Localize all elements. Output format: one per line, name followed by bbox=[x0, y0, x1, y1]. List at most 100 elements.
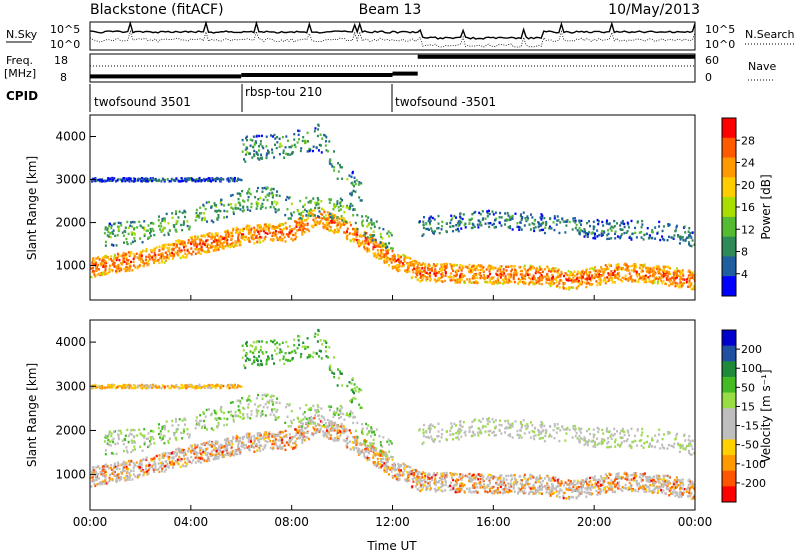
power-range-gate bbox=[128, 253, 131, 256]
velocity-range-gate bbox=[481, 475, 484, 478]
power-range-gate bbox=[228, 179, 231, 183]
power-range-gate bbox=[349, 239, 352, 242]
power-range-gate bbox=[539, 267, 542, 271]
power-range-gate bbox=[102, 259, 105, 262]
power-range-gate bbox=[689, 234, 692, 238]
power-range-gate bbox=[280, 233, 283, 236]
power-range-gate bbox=[646, 226, 649, 230]
power-range-gate bbox=[576, 271, 579, 275]
power-range-gate bbox=[688, 280, 691, 283]
power-range-gate bbox=[185, 255, 188, 259]
power-range-gate bbox=[276, 135, 279, 139]
velocity-range-gate bbox=[499, 477, 502, 480]
power-range-gate bbox=[337, 230, 340, 234]
power-range-gate bbox=[176, 252, 179, 255]
power-range-gate bbox=[278, 152, 281, 156]
power-range-gate bbox=[182, 243, 185, 246]
power-range-gate bbox=[95, 257, 98, 260]
power-range-gate bbox=[360, 221, 363, 224]
velocity-range-gate bbox=[416, 477, 419, 481]
velocity-range-gate bbox=[279, 436, 282, 439]
power-range-gate bbox=[669, 277, 672, 281]
power-range-gate bbox=[516, 225, 519, 229]
power-range-gate bbox=[267, 229, 270, 232]
velocity-range-gate bbox=[595, 489, 598, 493]
power-range-gate bbox=[179, 256, 182, 260]
power-range-gate bbox=[652, 269, 655, 273]
power-range-gate bbox=[114, 256, 117, 260]
power-range-gate bbox=[375, 254, 378, 257]
power-range-gate bbox=[249, 138, 252, 141]
power-range-gate bbox=[426, 266, 429, 269]
velocity-range-gate bbox=[584, 487, 587, 490]
power-range-gate bbox=[645, 275, 648, 279]
power-range-gate bbox=[450, 265, 453, 268]
velocity-range-gate bbox=[634, 488, 637, 492]
velocity-range-gate bbox=[586, 482, 589, 486]
power-range-gate bbox=[538, 265, 541, 268]
velocity-range-gate bbox=[345, 444, 348, 448]
power-range-gate bbox=[215, 246, 218, 250]
power-range-gate bbox=[222, 204, 225, 207]
velocity-range-gate bbox=[90, 476, 93, 479]
power-range-gate bbox=[556, 215, 559, 218]
velocity-range-gate bbox=[455, 481, 458, 484]
velocity-range-gate bbox=[626, 476, 629, 479]
velocity-range-gate bbox=[524, 482, 527, 485]
power-range-gate bbox=[411, 268, 414, 272]
power-range-gate bbox=[677, 269, 680, 273]
velocity-range-gate bbox=[215, 455, 218, 458]
power-range-gate bbox=[353, 230, 356, 234]
power-range-gate bbox=[300, 221, 303, 224]
velocity-range-gate bbox=[97, 477, 100, 480]
velocity-range-gate bbox=[269, 446, 272, 450]
power-range-gate bbox=[559, 278, 562, 282]
power-range-gate bbox=[285, 227, 288, 230]
power-range-gate bbox=[157, 219, 160, 222]
velocity-range-gate bbox=[398, 474, 401, 477]
velocity-range-gate bbox=[689, 480, 692, 483]
noise-bottom-tick: 10^0 bbox=[50, 38, 80, 51]
power-range-gate bbox=[312, 197, 315, 200]
power-range-gate bbox=[454, 216, 457, 219]
power-range-gate bbox=[146, 180, 149, 183]
power-range-gate bbox=[218, 177, 221, 181]
power-range-gate bbox=[679, 277, 682, 280]
velocity-range-gate bbox=[567, 486, 570, 490]
velocity-range-gate bbox=[499, 481, 502, 484]
velocity-range-gate bbox=[565, 482, 568, 486]
power-range-gate bbox=[692, 275, 695, 279]
power-range-gate bbox=[161, 252, 164, 255]
power-range-gate bbox=[325, 217, 328, 220]
power-range-gate bbox=[535, 270, 538, 273]
power-range-gate bbox=[379, 254, 382, 257]
nave-tick-top: 60 bbox=[705, 54, 719, 67]
power-range-gate bbox=[258, 158, 261, 161]
velocity-range-gate bbox=[541, 485, 544, 489]
power-range-gate bbox=[115, 244, 118, 247]
velocity-range-gate bbox=[386, 467, 389, 470]
power-range-gate bbox=[663, 238, 666, 242]
power-range-gate bbox=[640, 226, 643, 229]
power-range-gate bbox=[623, 277, 626, 280]
power-range-gate bbox=[272, 225, 275, 228]
power-range-gate bbox=[155, 246, 158, 249]
power-range-gate bbox=[379, 257, 382, 260]
velocity-range-gate bbox=[499, 482, 502, 485]
power-range-gate bbox=[676, 284, 679, 287]
power-range-gate bbox=[631, 264, 634, 268]
power-range-gate bbox=[293, 143, 296, 147]
power-range-gate bbox=[682, 274, 685, 277]
power-range-gate bbox=[110, 259, 113, 262]
power-range-gate bbox=[372, 252, 375, 255]
power-range-gate bbox=[632, 268, 635, 271]
power-range-gate bbox=[606, 267, 609, 271]
power-range-gate bbox=[204, 250, 207, 253]
power-range-gate bbox=[272, 187, 275, 191]
power-range-gate bbox=[263, 225, 266, 228]
velocity-range-gate bbox=[440, 478, 443, 482]
power-range-gate bbox=[255, 190, 258, 193]
power-range-gate bbox=[287, 197, 290, 200]
power-range-gate bbox=[566, 218, 569, 222]
velocity-range-gate bbox=[551, 483, 554, 486]
